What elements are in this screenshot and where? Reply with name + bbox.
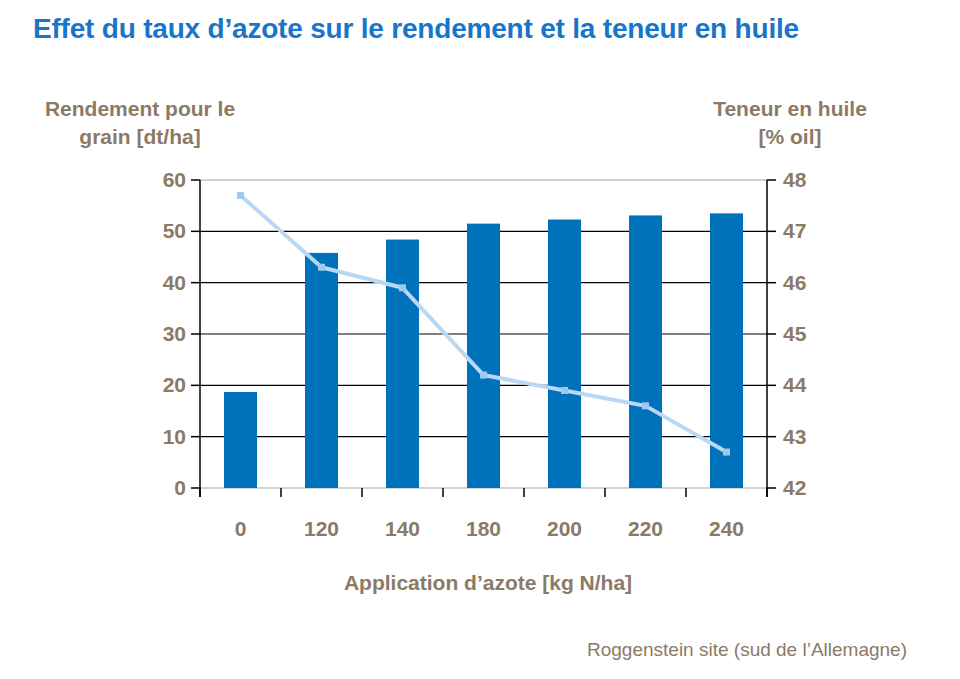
right-tick-label: 48: [783, 168, 807, 191]
bar: [386, 240, 419, 488]
bar: [224, 392, 257, 488]
line-marker: [723, 449, 730, 456]
right-tick-label: 44: [783, 373, 807, 396]
left-axis-title: Rendement pour le grain [dt/ha]: [10, 95, 270, 151]
line-marker: [561, 387, 568, 394]
right-tick-label: 47: [783, 219, 806, 242]
slide: Effet du taux d’azote sur le rendement e…: [0, 0, 960, 679]
left-axis-title-line2: grain [dt/ha]: [10, 123, 270, 151]
right-axis-title-line1: Teneur en huile: [660, 95, 920, 123]
x-tick-label: 240: [709, 517, 744, 540]
line-marker: [237, 192, 244, 199]
x-axis-title: Application d’azote [kg N/ha]: [198, 571, 778, 595]
bar: [467, 224, 500, 488]
left-tick-label: 0: [174, 476, 186, 499]
left-tick-label: 20: [163, 373, 186, 396]
line-marker: [642, 402, 649, 409]
left-tick-label: 50: [163, 219, 186, 242]
left-axis-title-line1: Rendement pour le: [10, 95, 270, 123]
x-tick-label: 140: [385, 517, 420, 540]
right-tick-label: 42: [783, 476, 806, 499]
x-tick-label: 180: [466, 517, 501, 540]
chart-title: Effet du taux d’azote sur le rendement e…: [33, 13, 799, 45]
bar: [305, 253, 338, 488]
right-tick-label: 43: [783, 425, 806, 448]
left-tick-label: 40: [163, 271, 186, 294]
line-marker: [318, 264, 325, 271]
source-note: Roggenstein site (sud de l’Allemagne): [587, 639, 907, 661]
chart-canvas: 0 42 10 43 20 44 30 45 40 46 50 47 60 48 0 120 140 180 200…: [140, 168, 840, 548]
line-marker: [399, 284, 406, 291]
x-tick-label: 0: [235, 517, 247, 540]
line-marker: [480, 372, 487, 379]
left-tick-label: 10: [163, 425, 186, 448]
x-tick-label: 200: [547, 517, 582, 540]
right-tick-label: 45: [783, 322, 807, 345]
right-axis-title-line2: [% oil]: [660, 123, 920, 151]
x-tick-label: 120: [304, 517, 339, 540]
bar: [548, 220, 581, 488]
x-tick-label: 220: [628, 517, 663, 540]
left-tick-label: 30: [163, 322, 186, 345]
right-tick-label: 46: [783, 271, 806, 294]
left-tick-label: 60: [163, 168, 186, 191]
right-axis-title: Teneur en huile [% oil]: [660, 95, 920, 151]
bar: [629, 215, 662, 488]
